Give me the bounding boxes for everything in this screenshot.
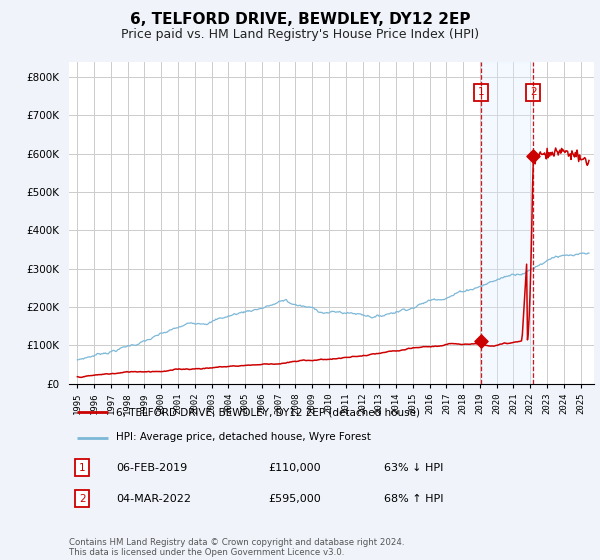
Point <box>529 151 538 160</box>
Text: 2: 2 <box>79 494 85 503</box>
Text: Contains HM Land Registry data © Crown copyright and database right 2024.
This d: Contains HM Land Registry data © Crown c… <box>69 538 404 557</box>
Text: £110,000: £110,000 <box>269 463 321 473</box>
Text: 6, TELFORD DRIVE, BEWDLEY, DY12 2EP (detached house): 6, TELFORD DRIVE, BEWDLEY, DY12 2EP (det… <box>116 408 420 418</box>
Text: £595,000: £595,000 <box>269 494 321 503</box>
Bar <box>481 62 533 384</box>
Text: 6, TELFORD DRIVE, BEWDLEY, DY12 2EP: 6, TELFORD DRIVE, BEWDLEY, DY12 2EP <box>130 12 470 27</box>
Text: 06-FEB-2019: 06-FEB-2019 <box>116 463 187 473</box>
Text: 63% ↓ HPI: 63% ↓ HPI <box>384 463 443 473</box>
Text: Price paid vs. HM Land Registry's House Price Index (HPI): Price paid vs. HM Land Registry's House … <box>121 28 479 41</box>
Text: 04-MAR-2022: 04-MAR-2022 <box>116 494 191 503</box>
Point <box>476 337 486 346</box>
Text: HPI: Average price, detached house, Wyre Forest: HPI: Average price, detached house, Wyre… <box>116 432 371 442</box>
Text: 1: 1 <box>79 463 85 473</box>
Text: 68% ↑ HPI: 68% ↑ HPI <box>384 494 443 503</box>
Text: 1: 1 <box>478 87 485 97</box>
Text: 2: 2 <box>530 87 536 97</box>
